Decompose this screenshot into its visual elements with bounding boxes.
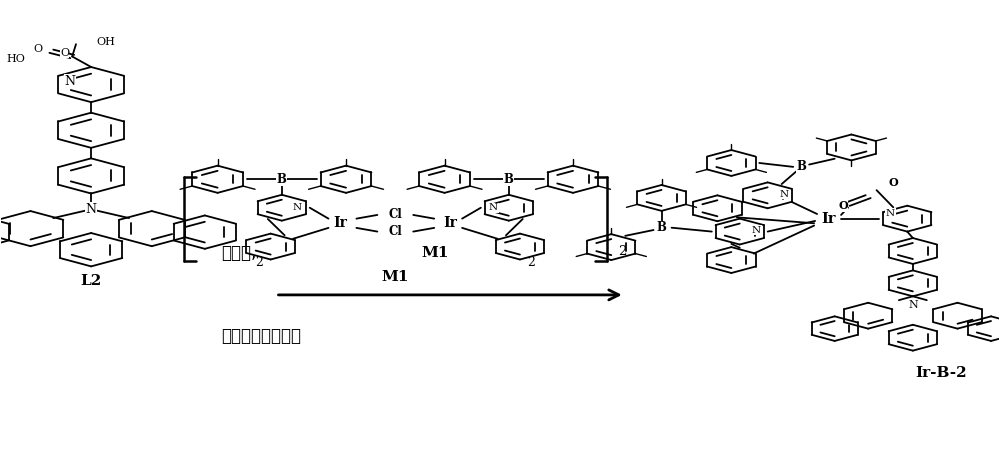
Text: N: N [65,74,76,87]
Text: Ir: Ir [334,216,347,230]
Text: N: N [752,226,761,235]
Text: B: B [657,221,666,234]
Text: Cl: Cl [388,208,402,221]
Text: O: O [888,177,898,188]
Text: B: B [277,173,287,186]
Text: L2: L2 [81,274,102,288]
Text: Ir: Ir [443,216,457,230]
Text: 碳酸钠,: 碳酸钠, [221,244,256,262]
Text: 2: 2 [256,256,263,269]
Text: O: O [34,45,43,54]
Text: N: N [780,190,789,199]
Text: B: B [796,160,806,173]
Text: B: B [504,173,514,186]
Text: N: N [908,300,918,310]
Text: 2: 2 [618,245,627,258]
Text: M1: M1 [382,270,409,284]
Text: Cl: Cl [388,225,402,238]
Text: N: N [86,203,97,216]
Text: N: N [886,209,895,218]
Text: O: O [838,200,848,211]
Text: 乙二醇乙醚，加热: 乙二醇乙醚，加热 [221,327,301,345]
Text: OH: OH [97,38,116,47]
Text: HO: HO [6,54,25,64]
Text: N: N [293,203,302,212]
Text: N: N [489,203,498,212]
Text: M1: M1 [421,246,449,260]
Text: 2: 2 [527,256,535,269]
Text: Ir-B-2: Ir-B-2 [915,365,967,379]
Text: O: O [60,48,69,58]
Text: Ir: Ir [822,212,836,226]
